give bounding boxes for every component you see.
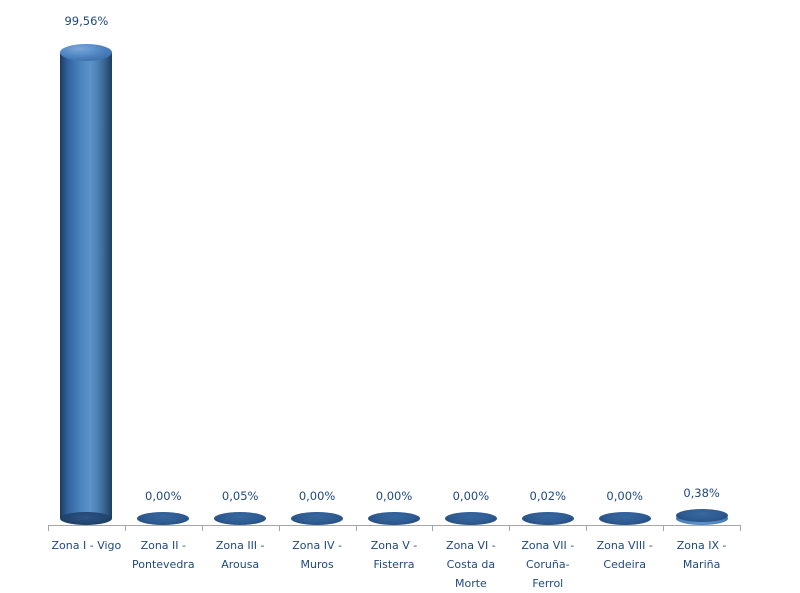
bar-bottom-ellipse — [60, 512, 113, 525]
x-axis-category-label: Zona V - Fisterra — [371, 536, 417, 574]
bar-flat-ellipse — [137, 512, 190, 525]
x-axis-line — [48, 525, 740, 526]
x-axis-category-label: Zona VIII - Cedeira — [597, 536, 653, 574]
x-axis-category-label: Zona I - Vigo — [52, 536, 122, 555]
x-axis-category-label: Zona VI - Costa da Morte — [446, 536, 496, 593]
x-axis-category-label-line: Costa da — [446, 558, 496, 571]
x-axis-tick — [663, 525, 665, 531]
bar-value-label: 0,00% — [606, 489, 643, 503]
bar-value-label: 0,00% — [452, 489, 490, 503]
x-axis-category-label: Zona VII - Coruña- Ferrol — [521, 536, 574, 593]
bar-value-label: 0,02% — [529, 489, 567, 503]
x-axis-tick — [509, 525, 511, 531]
x-axis-category-label-line: Zona VII - — [521, 539, 575, 552]
x-axis-category-label-line: Zona VIII - — [596, 539, 653, 552]
bar-value-label: 0,00% — [298, 489, 336, 503]
x-axis-category-label-line: Cedeira — [603, 558, 646, 571]
bar-value-label: 0,05% — [221, 489, 259, 503]
x-axis-category-label-line: Arousa — [221, 558, 260, 571]
x-axis-category-label-line: Zona I - Vigo — [51, 539, 122, 552]
x-axis-category-label-line: Ferrol — [532, 577, 564, 590]
bar-value-label: 0,38% — [683, 486, 720, 500]
x-axis-category-label-line: Zona IX - — [676, 539, 727, 552]
x-axis-category-label-line: Muros — [300, 558, 334, 571]
bar-body — [60, 52, 113, 519]
x-axis-category-label-line: Fisterra — [373, 558, 415, 571]
bar-top-ellipse — [60, 44, 113, 62]
x-axis-tick — [124, 525, 126, 531]
bar-flat-ellipse — [598, 512, 651, 525]
bar-flat-ellipse — [214, 512, 267, 525]
x-axis-category-label: Zona IV - Muros — [292, 536, 342, 574]
x-axis-category-label-line: Mariña — [682, 558, 721, 571]
x-axis-category-label-line: Zona VI - — [446, 539, 496, 552]
x-axis-tick — [278, 525, 280, 531]
x-axis-tick — [48, 525, 49, 531]
bar-value-label: 0,00% — [145, 489, 182, 503]
x-axis-tick — [586, 525, 588, 531]
bar-flat-ellipse — [675, 509, 728, 522]
x-axis-category-label: Zona II - Pontevedra — [132, 536, 195, 574]
x-axis-category-label: Zona IX - Mariña — [677, 536, 727, 574]
x-axis-category-label-line: Pontevedra — [132, 558, 195, 571]
x-axis-category-label-line: Morte — [454, 577, 487, 590]
bar-flat-ellipse — [368, 512, 420, 525]
x-axis-category-label-line: Zona III - — [215, 539, 265, 552]
x-axis-tick — [432, 525, 434, 531]
bar-flat-ellipse — [291, 512, 344, 525]
x-axis-tick — [201, 525, 203, 531]
x-axis-category-label-line: Zona V - — [370, 539, 418, 552]
bar-value-label: 99,56% — [64, 14, 109, 29]
bar-flat-ellipse — [444, 512, 497, 525]
x-axis-category-label-line: Zona II - — [140, 539, 187, 552]
x-axis-category-label: Zona III - Arousa — [216, 536, 265, 574]
bar-value-label: 0,00% — [375, 489, 413, 503]
x-axis-category-label-line: Coruña- — [526, 558, 570, 571]
bar-flat-ellipse — [521, 512, 574, 525]
x-axis-category-label-line: Zona IV - — [292, 539, 342, 552]
x-axis-tick — [355, 525, 357, 531]
x-axis-tick — [740, 525, 741, 531]
